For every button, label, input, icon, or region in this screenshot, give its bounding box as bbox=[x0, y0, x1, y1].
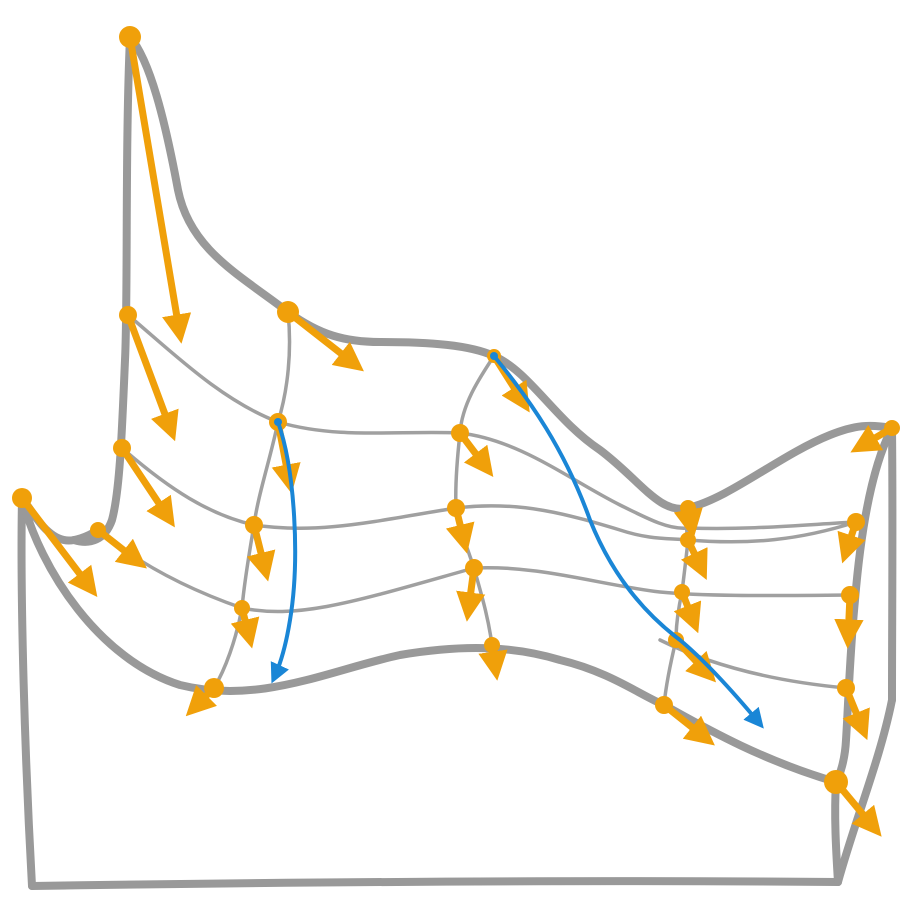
trajectory-path-left bbox=[270, 420, 298, 684]
dot-icon bbox=[12, 488, 32, 508]
grid-row-1 bbox=[126, 313, 858, 531]
dot-icon bbox=[245, 516, 263, 534]
dot-icon bbox=[655, 696, 673, 714]
trajectory-start-left bbox=[274, 418, 282, 426]
dot-icon bbox=[884, 420, 900, 436]
vector-arrow bbox=[672, 636, 717, 683]
dot-icon bbox=[837, 679, 855, 697]
dot-icon bbox=[119, 306, 137, 324]
vector-arrow bbox=[126, 33, 192, 344]
trajectories bbox=[270, 352, 764, 729]
vector-field bbox=[18, 33, 896, 837]
back-left-vertical bbox=[70, 33, 134, 546]
vector-arrow bbox=[18, 494, 98, 598]
box-front-left-edge bbox=[17, 494, 36, 890]
grid-col-2 bbox=[454, 354, 496, 647]
dot-icon bbox=[847, 513, 865, 531]
surface-top-edge bbox=[126, 33, 896, 513]
vector-arrow bbox=[124, 311, 179, 442]
dot-icon bbox=[680, 532, 696, 548]
box-outline bbox=[17, 33, 897, 890]
grid-col-1 bbox=[212, 310, 292, 690]
dot-icon bbox=[841, 586, 859, 604]
grid-row-2b bbox=[686, 520, 858, 544]
box-back-right-edge bbox=[834, 696, 896, 886]
surface-boundary bbox=[18, 33, 896, 786]
dot-icon bbox=[484, 637, 500, 653]
dot-icon bbox=[680, 500, 696, 516]
dot-icon bbox=[447, 499, 465, 517]
dot-icon bbox=[277, 301, 299, 323]
dot-icon bbox=[113, 439, 131, 457]
dot-icon bbox=[674, 584, 690, 600]
dot-icon bbox=[234, 600, 250, 616]
box-front-right-edge bbox=[831, 778, 842, 886]
vector-arrow bbox=[94, 526, 147, 569]
vector-arrow bbox=[660, 701, 715, 746]
dot-icon bbox=[119, 26, 141, 48]
grid-row-2 bbox=[120, 446, 690, 542]
dot-icon bbox=[465, 559, 483, 577]
vector-arrow bbox=[118, 444, 175, 528]
dot-icon bbox=[204, 678, 224, 698]
dot-icon bbox=[90, 522, 106, 538]
dot-icon bbox=[824, 770, 848, 794]
trajectory-path-right bbox=[492, 354, 764, 729]
box-bottom-edge bbox=[28, 877, 842, 890]
vector-arrow bbox=[284, 308, 364, 372]
trajectory-start-right bbox=[490, 352, 498, 360]
dot-icon bbox=[451, 424, 469, 442]
